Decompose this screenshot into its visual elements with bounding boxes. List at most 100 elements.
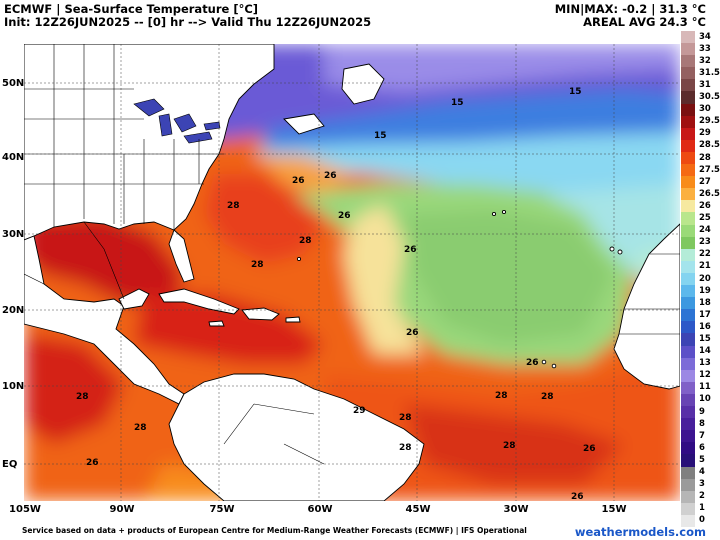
colorbar-swatch [681, 127, 695, 141]
colorbar-swatch [681, 91, 695, 105]
colorbar-label: 26.5 [699, 188, 720, 199]
colorbar-label: 22 [699, 249, 711, 260]
colorbar-label: 7 [699, 430, 705, 441]
colorbar-label: 27 [699, 176, 711, 187]
colorbar-swatch [681, 393, 695, 407]
colorbar-label: 25 [699, 213, 711, 223]
contour-label: 26 [404, 245, 417, 255]
lat-label-50n: 50N [2, 78, 25, 89]
colorbar-label: 20 [699, 273, 711, 284]
lat-label-10n: 10N [2, 381, 25, 392]
colorbar-swatch [681, 466, 695, 480]
colorbar-swatch [681, 79, 695, 92]
colorbar-label: 10 [699, 394, 711, 405]
colorbar-label: 15 [699, 333, 711, 344]
sst-map: 15 15 15 26 26 28 26 28 28 26 26 26 28 2… [24, 44, 680, 501]
contour-label: 26 [526, 358, 539, 368]
min-max-readout: MIN|MAX: -0.2 | 31.3 °C [554, 2, 706, 16]
colorbar-swatch [681, 200, 695, 213]
colorbar-swatch [681, 490, 695, 504]
colorbar-swatch [681, 260, 695, 274]
colorbar-label: 0 [699, 515, 705, 526]
contour-label: 29 [353, 406, 366, 416]
colorbar-label: 6 [699, 442, 705, 453]
colorbar-label: 18 [699, 297, 711, 308]
contour-label: 28 [299, 236, 312, 246]
colorbar-swatch [681, 139, 695, 153]
colorbar-label: 16 [699, 321, 711, 332]
lon-label-30w: 30W [503, 504, 529, 515]
colorbar-swatch [681, 309, 695, 322]
colorbar-swatch [681, 151, 695, 165]
colorbar-swatch [681, 430, 695, 443]
lon-label-105w: 105W [9, 504, 41, 515]
contour-label: 15 [451, 98, 464, 108]
colorbar-swatch [681, 103, 695, 117]
colorbar-swatch [681, 333, 695, 347]
colorbar-label: 9 [699, 406, 705, 417]
colorbar-label: 34 [699, 31, 711, 42]
colorbar-swatch [681, 297, 695, 310]
colorbar-swatch [681, 188, 695, 201]
colorbar-label: 1 [699, 503, 705, 514]
colorbar-swatch [681, 406, 695, 419]
colorbar-swatch [681, 67, 695, 80]
colorbar-label: 11 [699, 382, 711, 393]
political-borders [24, 44, 680, 465]
lon-label-90w: 90W [109, 504, 135, 515]
colorbar-swatch [681, 357, 695, 371]
colorbar-swatch [681, 418, 695, 431]
colorbar-label: 31 [699, 79, 711, 90]
colorbar-swatch [681, 55, 695, 68]
colorbar-label: 13 [699, 358, 711, 369]
colorbar-swatch [681, 236, 695, 250]
colorbar-swatch [681, 321, 695, 334]
land [24, 44, 680, 501]
lat-label-20n: 20N [2, 305, 25, 316]
data-credit: Service based on data + products of Euro… [22, 526, 527, 535]
colorbar-label: 28 [699, 152, 711, 163]
great-lakes [133, 98, 221, 144]
brand-link[interactable]: weathermodels.com [574, 525, 706, 539]
colorbar-swatch [681, 514, 695, 528]
contour-label: 28 [399, 443, 412, 453]
contour-label: 15 [374, 131, 387, 141]
colorbar-swatch [681, 248, 695, 262]
contour-label: 28 [541, 392, 554, 402]
contour-labels: 15 15 15 26 26 28 26 28 28 26 26 26 28 2… [76, 87, 596, 501]
colorbar-swatch [681, 31, 695, 44]
colorbar-swatch [681, 454, 695, 467]
colorbar-label: 4 [699, 467, 705, 478]
lat-label-30n: 30N [2, 229, 25, 240]
colorbar-label: 32 [699, 55, 711, 66]
colorbar-label: 33 [699, 43, 711, 54]
colorbar-label: 5 [699, 454, 705, 465]
contour-label: 28 [227, 201, 240, 211]
colorbar-swatch [681, 442, 695, 455]
colorbar-label: 8 [699, 418, 705, 429]
colorbar-swatch [681, 224, 695, 238]
colorbar-label: 29.5 [699, 116, 720, 127]
lat-label-eq: EQ [2, 459, 18, 470]
lat-label-40n: 40N [2, 152, 25, 163]
temperature-colorbar [681, 31, 695, 528]
colorbar-swatch [681, 272, 695, 286]
colorbar-label: 26 [699, 200, 711, 211]
colorbar-swatch [681, 369, 695, 383]
contour-label: 28 [503, 441, 516, 451]
contour-label: 26 [292, 176, 305, 186]
colorbar-label: 23 [699, 237, 711, 248]
graticule [24, 44, 680, 501]
colorbar-swatch [681, 212, 695, 226]
colorbar-swatch [681, 164, 695, 177]
colorbar-label: 30 [699, 104, 711, 115]
lon-label-15w: 15W [601, 504, 627, 515]
areal-average-readout: AREAL AVG 24.3 °C [583, 15, 706, 29]
colorbar-label: 30.5 [699, 92, 720, 103]
contour-label: 28 [251, 260, 264, 270]
colorbar-label: 12 [699, 370, 711, 381]
colorbar-label: 31.5 [699, 67, 720, 78]
colorbar-swatch [681, 176, 695, 189]
contour-label: 26 [406, 328, 419, 338]
contour-label: 26 [583, 444, 596, 454]
